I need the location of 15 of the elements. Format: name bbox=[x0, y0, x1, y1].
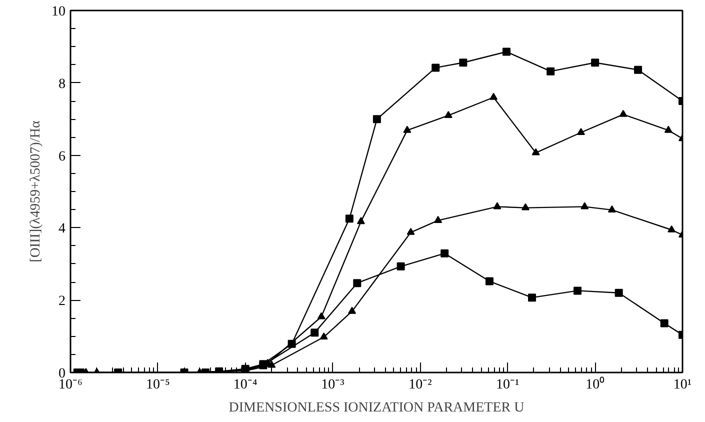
y-axis-title: [OIII](λ4959+λ5007)/Hα bbox=[28, 120, 44, 262]
x-tick-label: 10⁻² bbox=[408, 378, 432, 392]
x-tick-label: 10⁻⁶ bbox=[58, 378, 83, 392]
y-tick-label: 4 bbox=[58, 222, 66, 237]
x-tick-label: 10⁻¹ bbox=[496, 378, 520, 392]
x-tick-label: 10¹ bbox=[673, 378, 692, 392]
x-tick-label: 10⁰ bbox=[586, 376, 605, 392]
x-tick-label: 10⁻³ bbox=[321, 378, 344, 392]
y-tick-label: 10 bbox=[52, 4, 66, 20]
y-tick-label: 8 bbox=[58, 76, 66, 92]
y-tick-label: 2 bbox=[58, 294, 66, 310]
x-axis-title: DIMENSIONLESS IONIZATION PARAMETER U bbox=[228, 400, 524, 416]
y-tick-label: 6 bbox=[58, 149, 66, 164]
x-tick-label: 10⁻⁵ bbox=[146, 378, 170, 392]
x-tick-label: 10⁻⁴ bbox=[233, 378, 258, 392]
